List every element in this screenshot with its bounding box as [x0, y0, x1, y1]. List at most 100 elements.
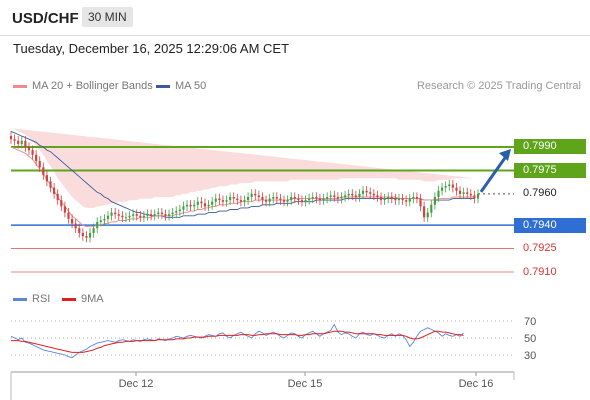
candle-body: [333, 195, 336, 197]
candle-body: [462, 192, 465, 194]
candle-body: [476, 193, 480, 199]
candle-body: [229, 197, 232, 201]
candle-body: [218, 198, 221, 201]
candle-body: [13, 139, 16, 141]
candle-body: [469, 193, 472, 196]
legend-ma50-label: MA 50: [175, 80, 207, 92]
candle-body: [24, 140, 27, 147]
candle-body: [423, 206, 426, 218]
forecast-arrowhead: [499, 149, 511, 161]
ma9-swatch: [62, 297, 76, 301]
candle-body: [293, 197, 296, 199]
candle-body: [308, 198, 311, 201]
candle-body: [56, 193, 59, 201]
candle-body: [239, 200, 242, 202]
level-label-4: 0.7925: [523, 242, 557, 254]
candle-body: [153, 214, 156, 216]
candle-body: [344, 195, 347, 197]
candle-body: [167, 214, 171, 216]
candle-body: [70, 218, 74, 224]
ma20-line: [10, 146, 475, 228]
candle-body: [142, 215, 145, 218]
level-label-0: 0.7990: [514, 139, 586, 154]
candle-body: [35, 154, 38, 162]
candle-body: [171, 212, 174, 215]
candle-body: [369, 192, 372, 194]
candle-body: [88, 232, 92, 238]
legend-9ma: 9MA: [62, 293, 104, 305]
candle-body: [193, 204, 196, 207]
candle-body: [96, 222, 99, 229]
candle-body: [150, 214, 153, 216]
candle-body: [387, 197, 390, 199]
candle-body: [405, 200, 408, 202]
candle-body: [451, 184, 454, 188]
level-label-2: 0.7960: [514, 186, 586, 201]
candle-body: [458, 190, 462, 194]
candle-body: [361, 190, 365, 194]
candle-body: [178, 209, 181, 212]
candle-body: [282, 200, 286, 202]
candle-body: [132, 214, 135, 216]
candle-body: [85, 236, 88, 238]
candle-body: [311, 197, 314, 199]
copyright-text: Research © 2025 Trading Central: [416, 80, 581, 92]
candle-body: [200, 201, 203, 204]
candle-body: [466, 192, 469, 194]
rsi-swatch: [13, 297, 27, 301]
candle-body: [372, 193, 375, 196]
candle-body: [117, 214, 120, 216]
candle-body: [20, 140, 23, 144]
candle-body: [106, 215, 110, 219]
candle-body: [448, 184, 451, 187]
candle-body: [214, 198, 217, 202]
candle-body: [175, 211, 178, 213]
candle-body: [211, 201, 214, 205]
ma50-line: [10, 130, 475, 218]
candle-body: [322, 198, 325, 201]
candle-body: [279, 198, 282, 201]
candle-body: [376, 195, 379, 197]
candle-body: [304, 200, 307, 202]
candle-body: [203, 203, 207, 207]
legend-bollinger-label: MA 20 + Bollinger Bands: [32, 80, 153, 92]
candle-body: [336, 197, 339, 199]
candle-body: [433, 197, 436, 205]
candle-body: [27, 147, 31, 151]
candle-body: [17, 140, 20, 144]
x-tick-label: Dec 15: [288, 378, 323, 390]
candle-body: [103, 218, 106, 221]
level-label-3: 0.7940: [514, 218, 586, 233]
candle-body: [160, 212, 163, 215]
legend-ma50: MA 50: [156, 80, 206, 92]
candle-body: [225, 200, 228, 202]
candle-body: [272, 197, 275, 199]
candle-body: [351, 193, 354, 196]
candle-body: [326, 197, 329, 199]
candle-body: [243, 200, 246, 202]
candle-body: [81, 232, 84, 237]
candle-body: [264, 200, 268, 202]
title-bar: USD/CHF 30 MIN: [0, 0, 590, 36]
candle-body: [358, 193, 361, 197]
level-label-5: 0.7910: [523, 266, 557, 278]
candle-body: [49, 181, 52, 188]
candle-body: [60, 200, 63, 207]
candle-body: [135, 214, 138, 216]
candle-body: [354, 195, 357, 197]
candle-body: [275, 197, 278, 199]
candle-body: [440, 187, 444, 191]
candle-body: [408, 198, 411, 202]
candle-body: [397, 198, 401, 201]
candle-body: [455, 187, 458, 191]
header-divider: [0, 35, 590, 36]
candle-body: [74, 223, 77, 229]
legend-9ma-label: 9MA: [81, 293, 104, 305]
legend-bollinger: MA 20 + Bollinger Bands: [13, 80, 153, 92]
candle-body: [426, 212, 429, 218]
timeframe-badge[interactable]: 30 MIN: [82, 7, 133, 27]
candle-body: [9, 136, 13, 140]
candle-body: [297, 198, 300, 201]
candle-body: [99, 220, 102, 222]
